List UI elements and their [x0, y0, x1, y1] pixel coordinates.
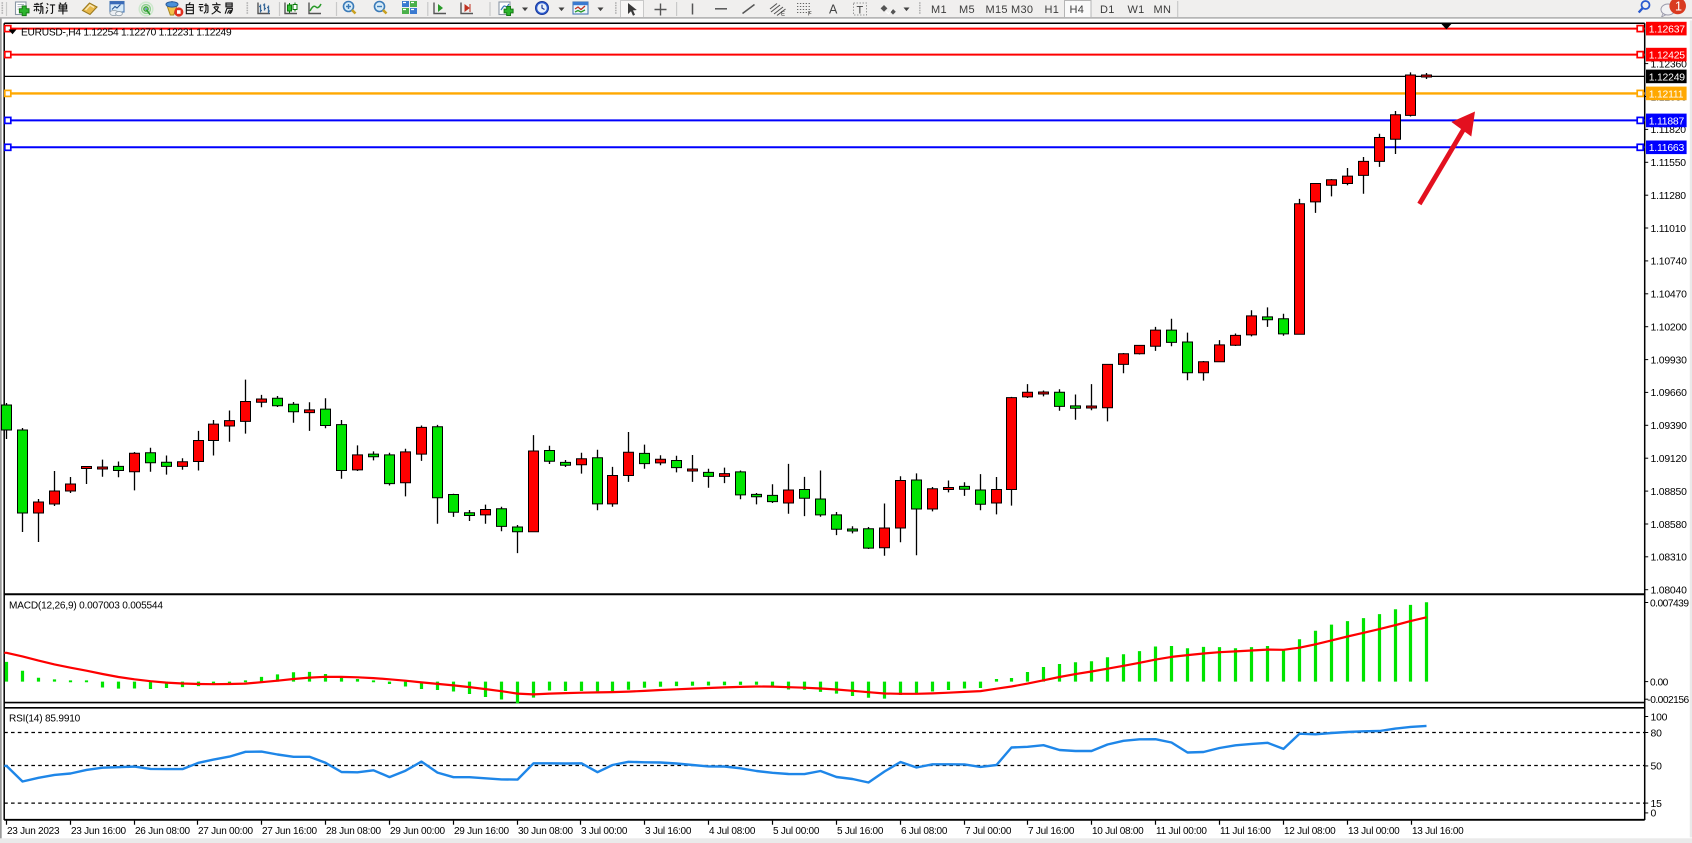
svg-text:27 Jun 00:00: 27 Jun 00:00: [198, 826, 254, 837]
svg-text:1.11663: 1.11663: [1649, 143, 1685, 154]
svg-text:H1: H1: [1045, 4, 1060, 16]
svg-text:1.09390: 1.09390: [1651, 421, 1688, 432]
svg-text:D1: D1: [1100, 4, 1115, 16]
svg-text:1.09930: 1.09930: [1651, 355, 1688, 366]
svg-text:M15: M15: [986, 4, 1008, 16]
svg-text:A: A: [829, 3, 838, 17]
svg-text:MN: MN: [1154, 4, 1172, 16]
svg-text:23 Jun 2023: 23 Jun 2023: [7, 826, 60, 837]
svg-text:-0.002156: -0.002156: [1647, 695, 1689, 706]
svg-text:1.10740: 1.10740: [1651, 257, 1688, 268]
svg-text:1.09660: 1.09660: [1651, 388, 1688, 399]
svg-text:6 Jul 08:00: 6 Jul 08:00: [901, 826, 948, 837]
svg-text:50: 50: [1651, 762, 1663, 773]
svg-text:1.10470: 1.10470: [1651, 290, 1688, 301]
svg-text:EURUSD-,H4 1.12254 1.12270 1.: EURUSD-,H4 1.12254 1.12270 1.12231 1.122…: [21, 28, 232, 39]
svg-text:12 Jul 08:00: 12 Jul 08:00: [1284, 826, 1336, 837]
svg-text:100: 100: [1651, 712, 1668, 723]
svg-text:1.11820: 1.11820: [1651, 125, 1687, 136]
svg-text:13 Jul 16:00: 13 Jul 16:00: [1412, 826, 1464, 837]
svg-text:11 Jul 16:00: 11 Jul 16:00: [1220, 826, 1271, 837]
svg-text:1.08580: 1.08580: [1651, 520, 1688, 531]
svg-text:M1: M1: [931, 4, 947, 16]
svg-text:10 Jul 08:00: 10 Jul 08:00: [1092, 826, 1144, 837]
svg-text:1.08040: 1.08040: [1651, 586, 1688, 597]
svg-text:13 Jul 00:00: 13 Jul 00:00: [1348, 826, 1400, 837]
svg-text:1.10200: 1.10200: [1651, 323, 1688, 334]
svg-text:M30: M30: [1011, 4, 1033, 16]
svg-text:5 Jul 16:00: 5 Jul 16:00: [837, 826, 884, 837]
svg-text:26 Jun 08:00: 26 Jun 08:00: [135, 826, 191, 837]
svg-text:1.11280: 1.11280: [1651, 191, 1687, 202]
svg-text:M5: M5: [959, 4, 975, 16]
svg-text:1.08850: 1.08850: [1651, 487, 1688, 498]
svg-text:11 Jul 00:00: 11 Jul 00:00: [1156, 826, 1207, 837]
svg-text:27 Jun 16:00: 27 Jun 16:00: [262, 826, 318, 837]
svg-text:30 Jun 08:00: 30 Jun 08:00: [518, 826, 574, 837]
svg-text:1.11010: 1.11010: [1651, 224, 1687, 235]
svg-text:MACD(12,26,9) 0.007003 0.00554: MACD(12,26,9) 0.007003 0.005544: [9, 601, 163, 612]
svg-text:1.12425: 1.12425: [1649, 51, 1686, 62]
svg-text:4 Jul 08:00: 4 Jul 08:00: [709, 826, 756, 837]
svg-text:3 Jul 16:00: 3 Jul 16:00: [645, 826, 692, 837]
svg-text:W1: W1: [1128, 4, 1145, 16]
svg-text:1.11550: 1.11550: [1651, 158, 1687, 169]
svg-text:0: 0: [1651, 809, 1657, 820]
svg-text:5 Jul 00:00: 5 Jul 00:00: [773, 826, 820, 837]
svg-text:1.12111: 1.12111: [1649, 89, 1684, 100]
svg-text:F: F: [808, 12, 812, 18]
svg-text:1.12249: 1.12249: [1649, 72, 1686, 83]
svg-text:RSI(14) 85.9910: RSI(14) 85.9910: [9, 714, 81, 725]
svg-text:15: 15: [1651, 799, 1663, 810]
svg-text:1.08310: 1.08310: [1651, 553, 1688, 564]
svg-text:1.11887: 1.11887: [1649, 116, 1685, 127]
svg-text:H4: H4: [1070, 4, 1085, 16]
svg-text:1.12637: 1.12637: [1649, 25, 1686, 36]
svg-text:7 Jul 00:00: 7 Jul 00:00: [965, 826, 1012, 837]
svg-text:0.00: 0.00: [1650, 677, 1669, 688]
svg-text:0.007439: 0.007439: [1650, 598, 1689, 609]
svg-text:E: E: [781, 12, 785, 18]
svg-text:T: T: [857, 5, 864, 17]
svg-text:1: 1: [1675, 0, 1682, 14]
svg-text:1.09120: 1.09120: [1651, 454, 1688, 465]
svg-text:29 Jun 16:00: 29 Jun 16:00: [454, 826, 510, 837]
svg-text:7 Jul 16:00: 7 Jul 16:00: [1028, 826, 1075, 837]
svg-text:80: 80: [1651, 728, 1663, 739]
svg-text:28 Jun 08:00: 28 Jun 08:00: [326, 826, 382, 837]
svg-text:29 Jun 00:00: 29 Jun 00:00: [390, 826, 446, 837]
svg-text:23 Jun 16:00: 23 Jun 16:00: [71, 826, 127, 837]
svg-text:3 Jul 00:00: 3 Jul 00:00: [581, 826, 628, 837]
svg-text:1.12360: 1.12360: [1651, 59, 1688, 70]
